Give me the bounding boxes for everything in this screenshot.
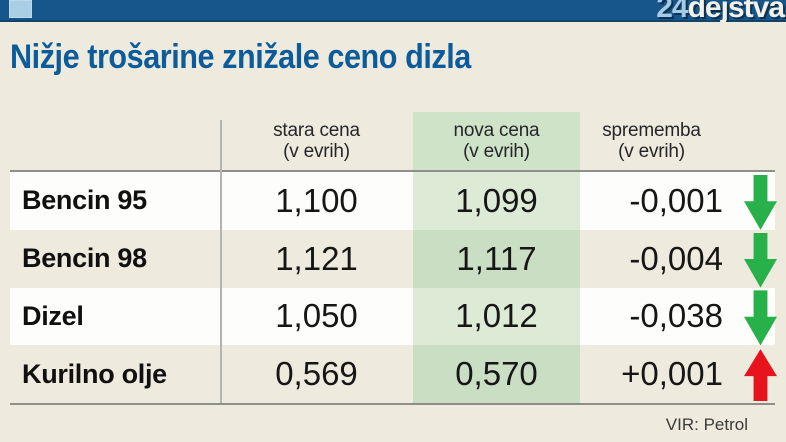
header-change-unit: (v evrih) — [618, 141, 685, 162]
change-cell: +0,001 — [580, 345, 777, 403]
brand-bar: 24dejstva — [0, 0, 786, 22]
change-cell: -0,001 — [580, 172, 777, 230]
change-value: +0,001 — [621, 355, 723, 393]
down-arrow-icon — [744, 290, 777, 346]
header-old-price: stara cena (v evrih) — [220, 112, 413, 170]
column-divider-line — [220, 120, 222, 403]
table-row: Bencin 95 1,100 1,099 -0,001 — [10, 172, 777, 230]
header-new-price: nova cena (v evrih) — [413, 112, 580, 170]
fuel-label: Bencin 95 — [22, 185, 147, 216]
new-price-value: 1,099 — [413, 172, 580, 230]
fuel-label: Kurilno olje — [22, 358, 167, 389]
header-change-label: sprememba — [602, 119, 701, 141]
price-table: stara cena (v evrih) nova cena (v evrih)… — [10, 112, 777, 405]
source-credit: VIR: Petrol — [665, 415, 748, 434]
old-price-value: 1,121 — [275, 239, 358, 277]
old-price-value: 1,100 — [275, 181, 358, 219]
table-row: Kurilno olje 0,569 0,570 +0,001 — [10, 345, 777, 403]
headline: Nižje trošarine znižale ceno dizla — [10, 38, 471, 76]
header-change: sprememba (v evrih) — [580, 112, 775, 170]
change-value: -0,038 — [629, 297, 723, 335]
old-price-value: 1,050 — [275, 297, 358, 335]
brand-logo-word: dejstva — [687, 0, 785, 22]
down-arrow-icon — [744, 174, 777, 230]
down-arrow-icon — [744, 232, 777, 288]
up-arrow-icon — [744, 349, 777, 402]
change-cell: -0,004 — [580, 230, 777, 288]
header-new-price-unit: (v evrih) — [463, 141, 530, 162]
header-old-price-label: stara cena — [273, 119, 360, 141]
new-price-value: 0,570 — [413, 345, 580, 403]
new-price-value: 1,012 — [413, 287, 580, 346]
table-header-row: stara cena (v evrih) nova cena (v evrih)… — [10, 112, 775, 172]
new-price-value: 1,117 — [413, 229, 580, 288]
brand-logo: 24dejstva — [656, 0, 785, 22]
table-row: Bencin 98 1,121 1,117 -0,004 — [10, 229, 777, 288]
table-row: Dizel 1,050 1,012 -0,038 — [10, 287, 777, 346]
change-value: -0,001 — [629, 181, 723, 219]
change-value: -0,004 — [629, 239, 723, 277]
fuel-label: Bencin 98 — [22, 243, 147, 274]
change-cell: -0,038 — [580, 288, 777, 346]
fuel-label: Dizel — [22, 300, 84, 331]
header-empty-cell — [10, 112, 220, 170]
old-price-value: 0,569 — [275, 355, 358, 393]
header-old-price-unit: (v evrih) — [283, 141, 350, 162]
brand-logo-24: 24 — [656, 0, 688, 22]
header-new-price-label: nova cena — [453, 119, 540, 141]
brand-square-icon — [9, 0, 32, 18]
